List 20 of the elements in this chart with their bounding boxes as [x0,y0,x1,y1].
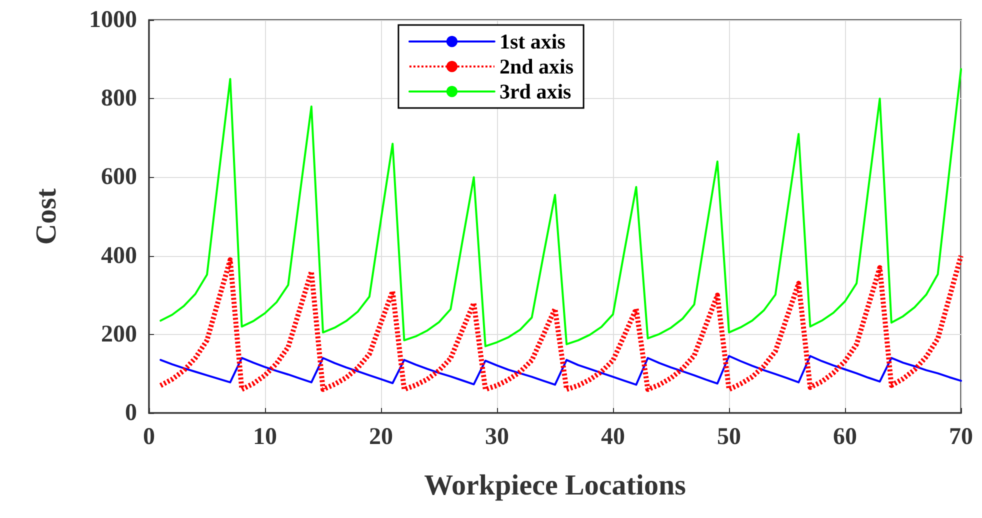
y-tick-label: 0 [125,400,137,426]
x-tick-label: 30 [485,424,509,450]
x-tick-label: 60 [833,424,857,450]
y-tick-label: 400 [101,242,137,269]
y-tick-label: 600 [101,164,137,190]
x-tick-label: 10 [253,424,277,450]
y-tick-label: 1000 [89,7,137,33]
legend-label: 1st axis [499,30,566,54]
x-axis-title: Workpiece Locations [424,470,686,502]
x-tick-label: 70 [949,424,973,450]
y-axis-title: Cost [30,188,62,245]
y-tick-label: 800 [101,86,137,112]
x-tick-label: 40 [601,424,625,450]
x-tick-label: 50 [717,424,741,450]
y-tick-label: 200 [101,321,137,348]
x-tick-label: 20 [369,424,393,450]
x-tick-label: 0 [143,424,155,450]
legend-label: 3rd axis [499,80,572,104]
line-series [160,355,962,386]
legend-label: 2nd axis [499,54,574,78]
